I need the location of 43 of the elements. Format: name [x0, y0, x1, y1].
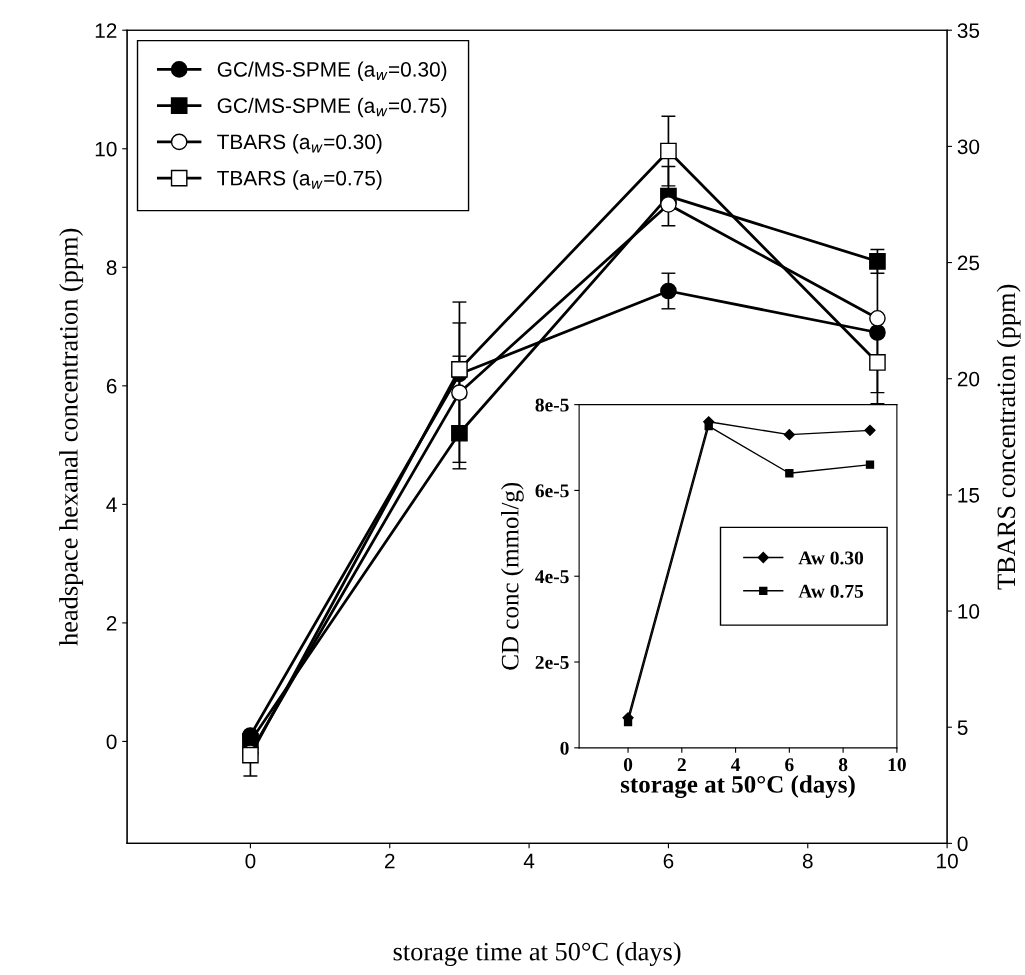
x-tick-label: 2	[677, 758, 686, 772]
legend-label: Aw 0.30	[798, 551, 864, 565]
x-tick-label: 2	[385, 853, 395, 869]
y-tick-label: 0	[106, 734, 117, 750]
x-tick-label: 8	[802, 853, 813, 869]
x-tick-label: 0	[623, 758, 633, 772]
x-tick-label: 0	[245, 853, 256, 869]
legend-label: Aw 0.75	[798, 584, 864, 598]
y-tick-label: 4	[106, 497, 117, 512]
x-tick-label: 8	[838, 758, 848, 772]
x-tick-label: 10	[937, 853, 958, 869]
x-tick-label: 4	[730, 758, 741, 772]
y-tick-label: 6e-5	[535, 484, 569, 498]
legend-label: GC/MS-SPME (a$_{w}$=0.75)	[217, 97, 447, 118]
y-axis-title: headspace hexanal concentration (ppm)	[59, 228, 84, 646]
y-tick-label: 10	[95, 141, 117, 157]
y2-tick-label: 15	[958, 488, 980, 503]
y2-tick-label: 25	[957, 255, 980, 271]
x-axis-title: storage at 50°C (days)	[620, 775, 855, 799]
y-tick-label: 8e-5	[535, 398, 569, 412]
y-tick-label: 0	[560, 741, 569, 755]
x-tick-label: 6	[785, 758, 794, 772]
x-tick-label: 4	[523, 853, 535, 869]
y-tick-label: 2e-5	[535, 655, 569, 669]
y2-axis-title: TBARS concentration (ppm)	[996, 284, 1021, 590]
x-axis-title: storage time at 50°C (days)	[393, 941, 681, 966]
y2-tick-label: 10	[958, 604, 980, 619]
legend-label: GC/MS-SPME (a$_{w}$=0.30)	[217, 61, 447, 81]
y2-tick-label: 0	[957, 836, 968, 852]
y2-tick-label: 30	[957, 139, 980, 155]
legend-label: TBARS (a$_{w}$=0.30)	[217, 133, 382, 154]
y2-tick-label: 5	[957, 720, 968, 735]
y-tick-label: 6	[106, 378, 117, 394]
y-tick-label: 2	[106, 615, 117, 631]
legend-label: TBARS (a$_{w}$=0.75)	[217, 170, 382, 190]
x-tick-label: 6	[663, 853, 674, 869]
y-tick-label: 12	[95, 23, 117, 38]
y2-tick-label: 20	[957, 371, 980, 387]
y-axis-title: CD conc (mmol/g)	[501, 482, 524, 670]
x-tick-label: 10	[888, 758, 906, 772]
y2-tick-label: 35	[957, 23, 980, 38]
y-tick-label: 8	[106, 260, 117, 276]
y-tick-label: 4e-5	[535, 570, 569, 584]
